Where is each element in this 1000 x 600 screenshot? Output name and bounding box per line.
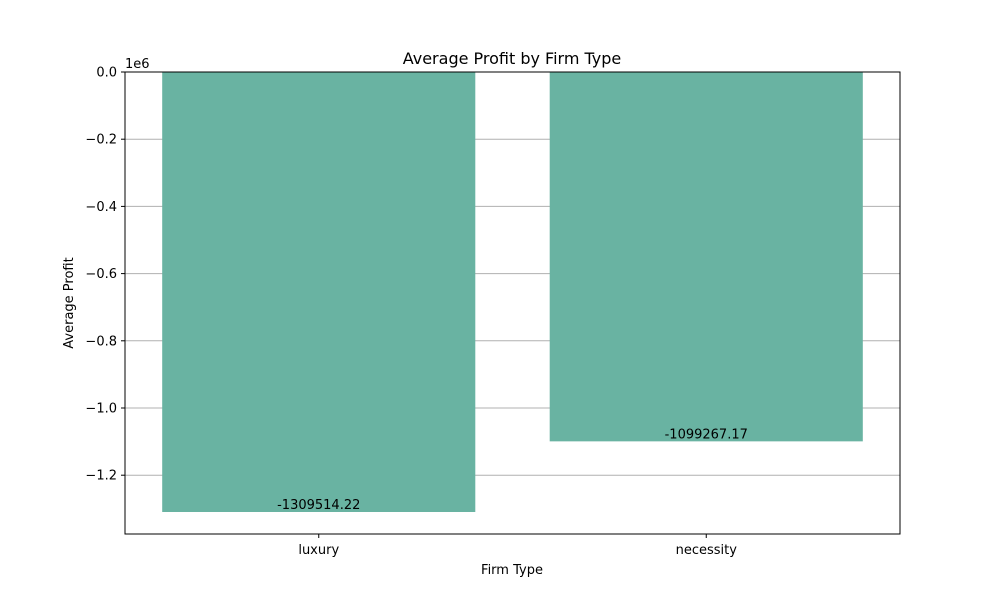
y-tick-label: −0.2 (85, 133, 117, 148)
x-tick-label-luxury: luxury (298, 543, 339, 558)
y-tick-label: −0.4 (85, 200, 117, 215)
y-scale-label: 1e6 (125, 57, 150, 72)
x-axis-label: Firm Type (481, 563, 543, 578)
bars (162, 72, 863, 512)
y-tick-label: −0.6 (85, 267, 117, 282)
y-axis-label: Average Profit (62, 257, 77, 348)
data-label-luxury: -1309514.22 (277, 498, 360, 513)
y-tick-label: −1.0 (85, 402, 117, 417)
y-axis-ticks: 0.0 −0.2 −0.4 −0.6 −0.8 −1.0 −1.2 (85, 66, 125, 484)
x-tick-label-necessity: necessity (676, 543, 738, 558)
y-tick-label: −1.2 (85, 469, 117, 484)
y-tick-label: −0.8 (85, 334, 117, 349)
x-axis-ticks: luxury necessity (298, 534, 737, 558)
data-label-necessity: -1099267.17 (665, 427, 748, 442)
bar-luxury (162, 72, 476, 512)
chart-title: Average Profit by Firm Type (403, 49, 622, 68)
data-labels: -1309514.22 -1099267.17 (277, 427, 748, 513)
bar-necessity (549, 72, 863, 442)
y-tick-label: 0.0 (96, 66, 117, 81)
plot-frame (124, 71, 901, 535)
